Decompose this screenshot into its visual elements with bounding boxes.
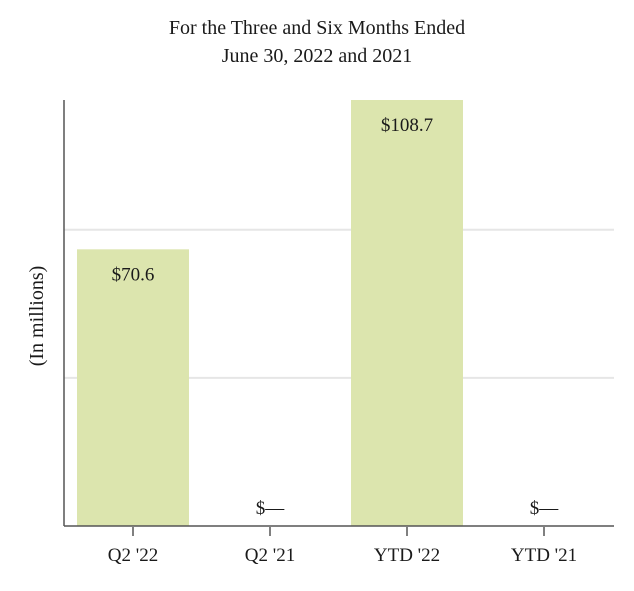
x-tick-label-2: YTD '22 [374, 545, 440, 566]
x-tick-label-3: YTD '21 [511, 545, 577, 566]
bar-0 [77, 249, 189, 526]
x-tick-label-0: Q2 '22 [108, 545, 158, 566]
y-axis-label: (In millions) [26, 266, 48, 367]
data-label-0: $70.6 [112, 264, 155, 285]
data-labels: $70.6 $— $108.7 $— [112, 115, 560, 519]
chart-subtitle: June 30, 2022 and 2021 [222, 45, 413, 67]
data-label-1: $— [256, 498, 286, 519]
chart-title: For the Three and Six Months Ended [169, 17, 465, 39]
axes [63, 100, 614, 527]
x-tick-labels: Q2 '22 Q2 '21 YTD '22 YTD '21 [108, 527, 577, 566]
bar-2 [351, 100, 463, 526]
x-tick-label-1: Q2 '21 [245, 545, 295, 566]
data-label-3: $— [530, 498, 560, 519]
bars [77, 100, 463, 526]
data-label-2: $108.7 [381, 115, 433, 136]
